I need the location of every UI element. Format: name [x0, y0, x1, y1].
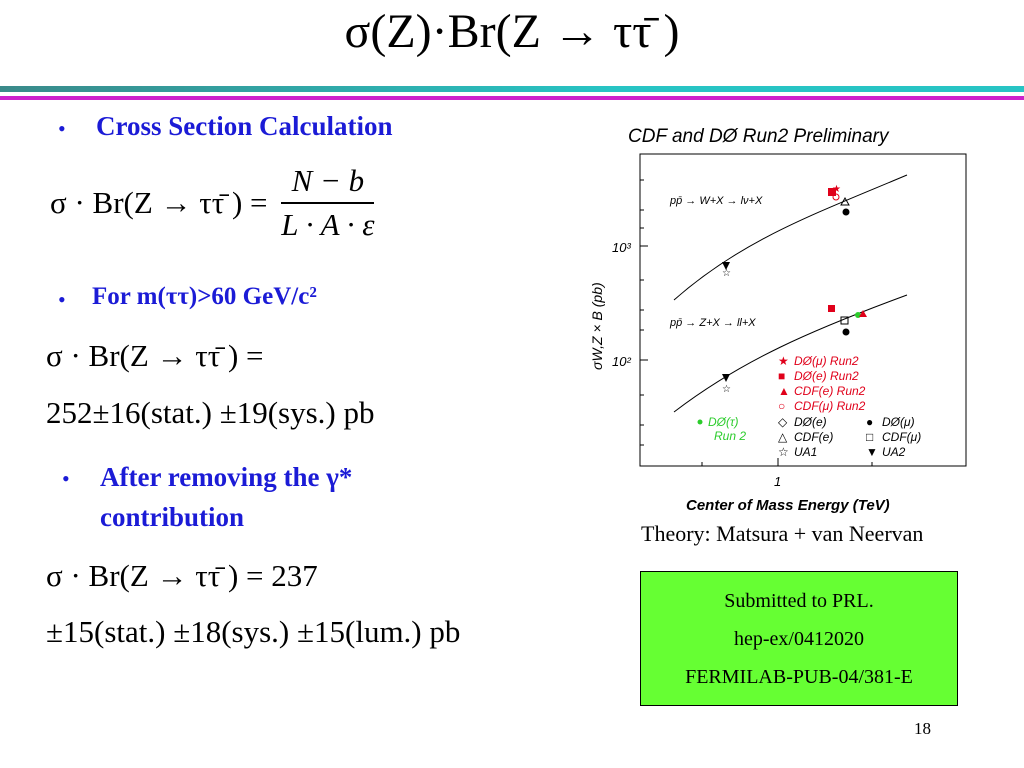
equation-cross-section-formula: σ · Br(Z → ττ̄ ) = N − b L · A · ε — [50, 160, 375, 246]
d0mu-run2-w-point: ★ — [832, 184, 841, 195]
bullet-gamma-removal: After removing the γ* — [100, 462, 353, 492]
legend-other-6-symbol: ▼ — [866, 445, 878, 459]
legend-other-2: DØ(μ) — [882, 415, 915, 429]
cdfe-run2-z-point — [859, 310, 867, 317]
fraction-denominator: L · A · ε — [281, 207, 375, 242]
z-process-label: pp̄ → Z+X → ll+X — [669, 317, 756, 329]
legend-run2-2-symbol: ■ — [778, 369, 785, 383]
cross-section-figure: CDF and DØ Run2 Preliminary 10³ 10² 1 σW… — [589, 126, 967, 514]
legend-other-3-symbol: △ — [778, 430, 788, 444]
equation-result-2-line1: σ · Br(Z → ττ̄ ) = 237 — [46, 558, 318, 593]
bullet-gamma-removal-cont: contribution — [100, 502, 245, 532]
prl-line-2: hep-ex/0412020 — [734, 628, 864, 650]
cdfmu-run2-w-point — [832, 193, 840, 201]
legend-tau-label: DØ(τ) — [708, 415, 738, 429]
legend-other-4: CDF(μ) — [882, 430, 921, 444]
title-divider-teal — [0, 86, 1024, 92]
legend-run2: ★ DØ(μ) Run2 ■ DØ(e) Run2 ▲ CDF(e) Run2 … — [778, 354, 866, 413]
cdfmu-z-point — [840, 316, 849, 325]
cdfe-w-point — [840, 196, 850, 206]
ua2-w-point — [722, 262, 730, 270]
fraction-numerator: N − b — [281, 160, 375, 204]
legend-tau: DØ(τ) Run 2 — [697, 415, 746, 443]
y-tick-1e2: 10² — [612, 354, 631, 369]
legend-other-6: UA2 — [882, 445, 906, 459]
y-axis-label: σW,Z × B (pb) — [589, 282, 605, 370]
legend-other-4-symbol: □ — [866, 430, 873, 444]
ua1-w-point: ☆ — [722, 268, 731, 279]
legend-run2-4: CDF(μ) Run2 — [794, 399, 866, 413]
legend-other-5: UA1 — [794, 445, 817, 459]
legend-run2-2: DØ(e) Run2 — [794, 369, 859, 383]
w-theory-curve — [673, 174, 908, 301]
x-axis-label: Center of Mass Energy (TeV) — [686, 497, 890, 514]
w-process-label: pp̄ → W+X → lν+X — [669, 195, 763, 207]
prl-line-1: Submitted to PRL. — [724, 590, 874, 612]
theory-caption: Theory: Matsura + van Neervan — [641, 521, 924, 546]
fraction: N − b L · A · ε — [281, 160, 375, 246]
legend-other-2-symbol: ● — [866, 415, 873, 429]
bullet-marker: • — [58, 116, 66, 141]
bullet-cross-section: Cross Section Calculation — [96, 111, 393, 141]
legend-run2-1-symbol: ★ — [778, 354, 789, 368]
z-data-points: ☆ — [722, 305, 867, 395]
legend-run2-3-symbol: ▲ — [778, 384, 790, 398]
y-tick-1e3: 10³ — [612, 240, 631, 255]
d0mu-z-point — [842, 328, 850, 336]
legend-tau-symbol — [697, 419, 703, 425]
legend-other-1: DØ(e) — [794, 415, 827, 429]
legend-other: ◇ DØ(e) ● DØ(μ) △ CDF(e) □ CDF(μ) ☆ UA1 … — [778, 415, 921, 459]
bullet-marker: • — [58, 287, 66, 312]
ua1-z-point: ☆ — [722, 384, 731, 395]
y-ticks — [640, 179, 873, 466]
legend-run2-3: CDF(e) Run2 — [794, 384, 866, 398]
d0tau-run2-z-point — [855, 312, 861, 318]
publication-info-box: Submitted to PRL. hep-ex/0412020 FERMILA… — [640, 571, 958, 706]
bullet-marker: • — [62, 466, 70, 491]
d0e-run2-z-point — [828, 305, 835, 312]
legend-run2-4-symbol: ○ — [778, 399, 785, 413]
legend-tau-label-2: Run 2 — [714, 429, 746, 443]
d0e-run2-w-point — [828, 188, 836, 196]
title-divider-magenta — [0, 96, 1024, 100]
prl-line-3: FERMILAB-PUB-04/381-E — [685, 666, 913, 688]
equation-result-1-line1: σ · Br(Z → ττ̄ ) = — [46, 338, 264, 373]
legend-run2-1: DØ(μ) Run2 — [794, 354, 859, 368]
legend-other-3: CDF(e) — [794, 430, 833, 444]
equation-lhs: σ · Br(Z → ττ̄ ) = — [50, 185, 268, 220]
bullet-mass-cut: For m(ττ)>60 GeV/c² — [92, 283, 317, 310]
legend-other-1-symbol: ◇ — [778, 415, 788, 429]
x-tick-1: 1 — [774, 474, 781, 489]
w-data-points: ☆ ★ — [722, 184, 850, 279]
ua2-z-point — [722, 374, 730, 382]
equation-result-2-line2: ±15(stat.) ±18(sys.) ±15(lum.) pb — [46, 614, 461, 649]
page-number: 18 — [914, 719, 931, 738]
z-theory-curve — [673, 294, 908, 413]
legend-other-5-symbol: ☆ — [778, 445, 789, 459]
figure-title: CDF and DØ Run2 Preliminary — [628, 126, 890, 147]
d0mu-w-point — [842, 208, 850, 216]
equation-result-1-line2: 252±16(stat.) ±19(sys.) pb — [46, 395, 375, 430]
slide-title: σ(Z)·Br(Z → ττ̄ ) — [344, 5, 680, 58]
